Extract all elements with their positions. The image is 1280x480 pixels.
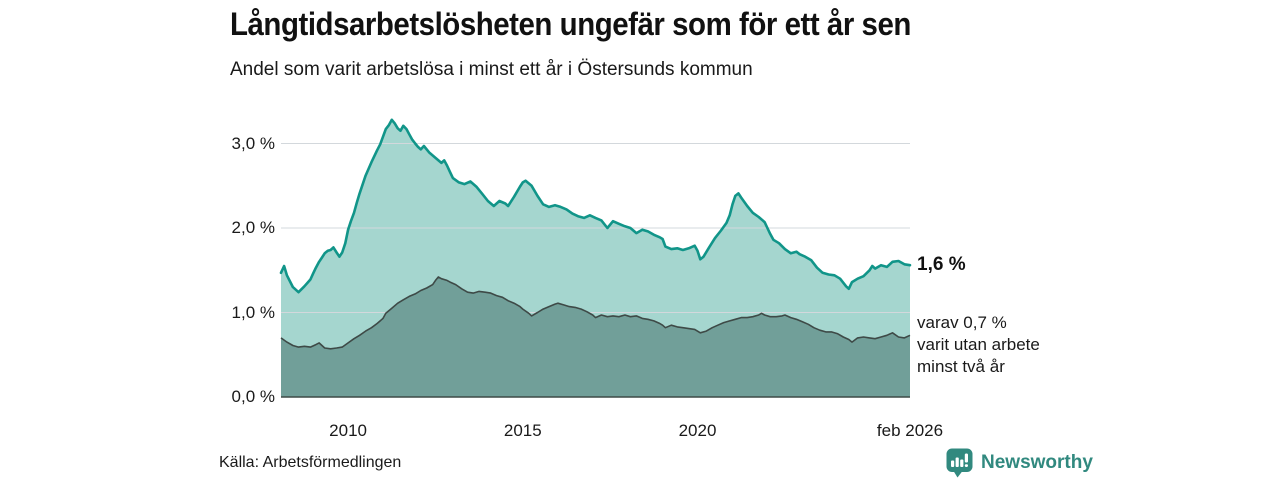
source-credit: Källa: Arbetsförmedlingen xyxy=(219,454,402,471)
x-tick-label: feb 2026 xyxy=(876,421,944,440)
x-tick-label: 2020 xyxy=(678,421,717,440)
chart-subtitle: Andel som varit arbetslösa i minst ett å… xyxy=(230,59,753,80)
annotation-line-2: varit utan arbete xyxy=(917,335,1040,354)
y-tick-label: 0,0 % xyxy=(231,387,275,406)
end-value-label: 1,6 % xyxy=(917,254,966,276)
chart-title: Långtidsarbetslösheten ungefär som för e… xyxy=(230,6,911,42)
annotation-line-3: minst två år xyxy=(917,357,1005,376)
line-two-years xyxy=(280,276,911,350)
newsworthy-logo-icon xyxy=(946,448,973,478)
series-annotation: varav 0,7 % varit utan arbete minst två … xyxy=(917,312,1040,378)
line-total xyxy=(279,118,912,294)
y-tick-label: 1,0 % xyxy=(231,302,275,322)
x-tick-label: 2010 xyxy=(329,421,368,440)
y-tick-label: 2,0 % xyxy=(231,218,275,237)
x-tick-label: 2015 xyxy=(503,421,542,440)
brand-logo: Newsworthy xyxy=(946,448,1093,478)
y-tick-label: 3,0 % xyxy=(231,133,275,153)
brand-name: Newsworthy xyxy=(981,452,1093,473)
area-two-years xyxy=(281,277,910,397)
annotation-line-1: varav 0,7 % xyxy=(917,313,1007,332)
